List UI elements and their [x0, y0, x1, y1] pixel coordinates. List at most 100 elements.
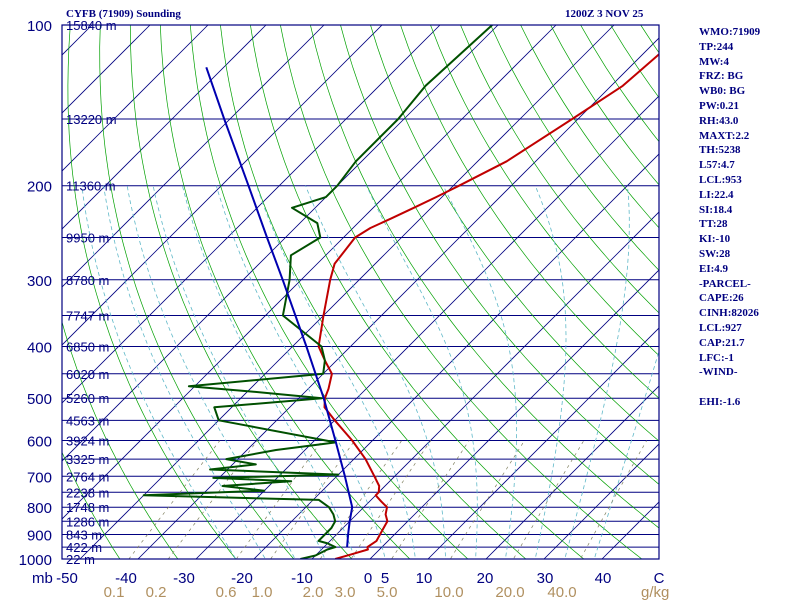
mixing-ratio-label: 40.0: [547, 584, 576, 600]
indices-panel-line: CAPE:26: [699, 292, 744, 305]
indices-panel-line: EI:4.9: [699, 262, 729, 275]
moist-adiabat: [81, 185, 237, 559]
temperature-tick-label: 30: [537, 570, 554, 587]
temperature-tick-label: C: [654, 570, 665, 587]
temperature-tick-label: -40: [115, 570, 137, 587]
indices-panel-line: TH:5238: [699, 144, 741, 157]
height-label: 422 m: [66, 540, 102, 555]
trace-lines: [142, 25, 659, 559]
isotherm-line: [253, 153, 659, 559]
height-label: 7747 m: [66, 309, 109, 324]
pressure-tick-label: 1000: [19, 552, 52, 569]
mixing-ratio-line: [128, 440, 221, 559]
temperature-tick-label: 20: [477, 570, 494, 587]
mixing-ratio-line: [270, 440, 356, 559]
isotherm-line: [427, 327, 659, 559]
chart-title: CYFB (71909) Sounding: [66, 8, 181, 20]
dry-adiabat: [340, 25, 659, 485]
mixing-ratio-label: 20.0: [495, 584, 524, 600]
parcel-line: [205, 66, 354, 548]
height-label: 6020 m: [66, 367, 109, 382]
temperature-tick-label: 0: [364, 570, 372, 587]
mixing-ratio-label: 0.1: [104, 584, 125, 600]
mixing-ratio-line: [167, 440, 258, 559]
indices-panel-line: LCL:953: [699, 173, 742, 186]
dry-adiabat: [189, 25, 469, 559]
indices-panel-line: -PARCEL-: [699, 277, 751, 290]
mixing-ratio-label: 0.6: [216, 584, 237, 600]
indices-panel-line: RH:43.0: [699, 114, 739, 127]
indices-panel-line: EHI:-1.6: [699, 395, 741, 408]
mixing-ratio-unit: g/kg: [641, 584, 669, 600]
indices-panel-line: TP:244: [699, 40, 734, 53]
indices-panel-line: CINH:82026: [699, 307, 759, 320]
indices-panel-line: WB0: BG: [699, 85, 746, 98]
height-label: 8780 m: [66, 273, 109, 288]
height-label: 3924 m: [66, 434, 109, 449]
pressure-tick-label: 500: [27, 391, 52, 408]
mixing-ratio-label: 0.2: [146, 584, 167, 600]
isotherm-line: [369, 269, 659, 559]
height-label: 1748 m: [66, 500, 109, 515]
mixing-ratio-line: [512, 440, 585, 559]
dry-adiabat: [220, 25, 527, 559]
moist-adiabat: [182, 185, 356, 559]
chart-datetime: 1200Z 3 NOV 25: [565, 8, 644, 20]
indices-panel-line: LI:22.4: [699, 188, 734, 201]
isotherm-line: [485, 385, 659, 559]
dry-adiabat: [400, 25, 659, 399]
indices-panel-line: MAXT:2.2: [699, 129, 750, 142]
mixing-ratio-label: 3.0: [335, 584, 356, 600]
pressure-tick-label: 600: [27, 434, 52, 451]
height-label: 11360 m: [66, 179, 116, 194]
mixing-ratio-line: [580, 440, 648, 559]
isotherm-line: [62, 25, 499, 462]
height-label: 6850 m: [66, 339, 109, 354]
isotherm-line: [62, 25, 209, 172]
isotherm-line: [311, 211, 659, 559]
moist-adiabat: [593, 349, 659, 559]
temperature-tick-label: -50: [56, 570, 78, 587]
dry-adiabat: [99, 25, 295, 559]
indices-panel-line: SW:28: [699, 247, 731, 260]
isotherm-line: [62, 25, 325, 288]
indices-panel-line: MW:4: [699, 55, 729, 68]
pressure-tick-label: 400: [27, 339, 52, 356]
temperature-tick-label: -10: [291, 570, 313, 587]
temperature-tick-label: 5: [381, 570, 389, 587]
height-label: 1286 m: [66, 514, 109, 529]
isotherm-line: [62, 25, 267, 230]
pressure-tick-label: 100: [27, 18, 52, 35]
mixing-ratio-label: 5.0: [377, 584, 398, 600]
temperature-tick-label: 40: [595, 570, 612, 587]
isotherm-line: [62, 25, 383, 346]
dry-adiabat: [430, 25, 659, 357]
height-label: 2238 m: [66, 485, 109, 500]
height-label: 9950 m: [66, 230, 109, 245]
mixing-ratio-label: 10.0: [434, 584, 463, 600]
dry-adiabat: [250, 25, 585, 559]
height-label: 13220 m: [66, 112, 117, 127]
moist-adiabat: [152, 185, 326, 559]
indices-panel-line: FRZ: BG: [699, 70, 744, 83]
height-label: 15840 m: [66, 18, 117, 33]
dry-adiabat: [62, 451, 121, 559]
dry-adiabat: [370, 25, 659, 442]
moist-adiabat: [215, 185, 386, 559]
plot-frame: [61, 24, 660, 560]
isotherm-line: [543, 443, 659, 559]
pressure-tick-label: 700: [27, 469, 52, 486]
dry-adiabat: [62, 320, 179, 559]
dry-adiabat: [460, 25, 659, 314]
indices-panel-line: CAP:21.7: [699, 336, 745, 349]
indices-panel-line: SI:18.4: [699, 203, 733, 216]
pressure-tick-label: 300: [27, 273, 52, 290]
indices-panel-line: LCL:927: [699, 321, 742, 334]
indices-panel-line: -WIND-: [699, 366, 738, 379]
mixing-ratio-label: 1.0: [252, 584, 273, 600]
isotherm-line: [79, 25, 615, 559]
indices-panel-line: PW:0.21: [699, 99, 740, 112]
isotherm-line: [62, 25, 441, 404]
